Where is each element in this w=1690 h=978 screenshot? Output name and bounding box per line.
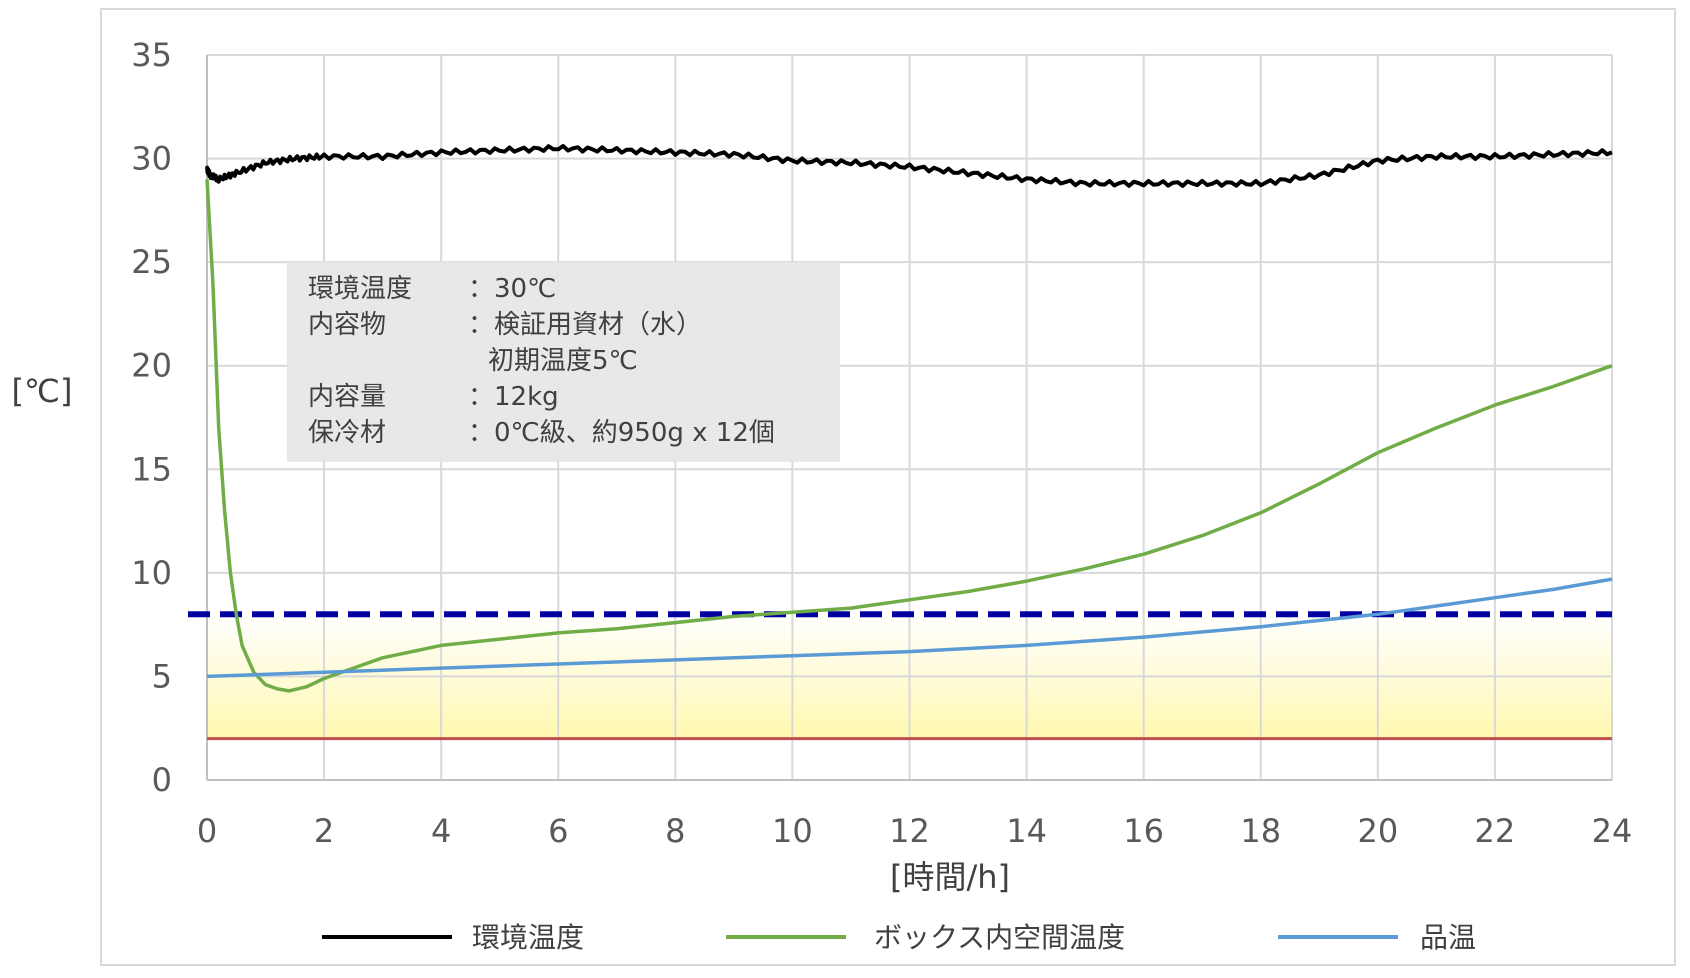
- y-tick-label: 5: [152, 657, 172, 695]
- x-tick-label: 4: [431, 812, 451, 850]
- y-tick-label: 15: [131, 450, 172, 488]
- series-lines: [205, 144, 1613, 693]
- annotation-value: ：検証用資材（水）: [468, 310, 702, 340]
- y-tick-label: 35: [131, 36, 172, 74]
- legend-label: ボックス内空間温度: [874, 921, 1125, 954]
- annotation-background: [287, 262, 840, 462]
- annotation-label: 内容量: [308, 382, 386, 412]
- x-tick-label: 18: [1240, 812, 1281, 850]
- x-tick-label: 24: [1592, 812, 1633, 850]
- annotation-value: ：30℃: [468, 274, 556, 304]
- x-tick-label: 20: [1357, 812, 1398, 850]
- series-line-0: [205, 144, 1613, 188]
- y-tick-label: 25: [131, 243, 172, 281]
- grid-lines: [207, 54, 1613, 780]
- x-tick-label: 22: [1475, 812, 1516, 850]
- y-tick-label: 30: [131, 140, 172, 178]
- series-line-2: [206, 577, 1613, 679]
- x-tick-label: 12: [889, 812, 930, 850]
- x-tick-label: 8: [665, 812, 685, 850]
- annotation-box: 環境温度 ：30℃ 内容物 ：検証用資材（水） 初期温度5℃ 内容量 ：12kg 保冷材 ：0℃…: [287, 262, 840, 462]
- annotation-value: ：12kg: [468, 382, 559, 412]
- x-tick-label: 2: [314, 812, 334, 850]
- axes: [206, 55, 1612, 781]
- x-tick-label: 10: [772, 812, 813, 850]
- annotation-value: 初期温度5℃: [488, 346, 638, 376]
- series-line-1: [205, 179, 1613, 693]
- x-tick-label: 6: [548, 812, 568, 850]
- annotation-label: 環境温度: [308, 274, 412, 304]
- annotation-label: 保冷材: [308, 418, 386, 448]
- y-axis-label: [℃]: [12, 372, 73, 410]
- annotation-label: 内容物: [308, 310, 386, 340]
- x-tick-label: 0: [197, 812, 217, 850]
- legend-label: 環境温度: [472, 921, 584, 954]
- legend: 環境温度 ボックス内空間温度 品温: [322, 921, 1476, 954]
- legend-label: 品温: [1420, 921, 1476, 954]
- x-axis-label: [時間/h]: [890, 858, 1010, 896]
- y-tick-label: 20: [131, 347, 172, 385]
- x-tick-label: 14: [1006, 812, 1047, 850]
- x-tick-label: 16: [1123, 812, 1164, 850]
- annotation-value: ：0℃級、約950g x 12個: [468, 418, 775, 448]
- y-tick-label: 0: [152, 761, 172, 799]
- y-tick-label: 10: [131, 554, 172, 592]
